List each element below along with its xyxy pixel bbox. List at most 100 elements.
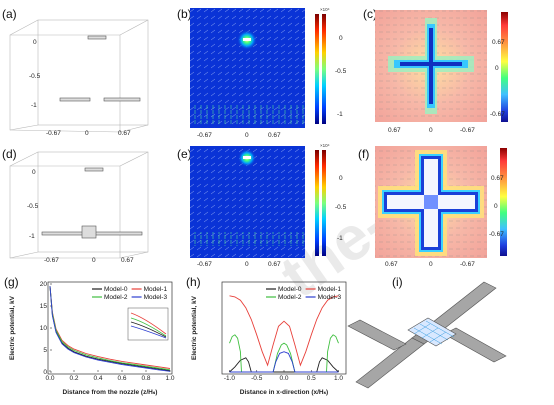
h-xtick-label: -1.0 bbox=[224, 375, 236, 382]
g-ytick-label: 20 bbox=[40, 281, 48, 288]
panel-b-nozzle bbox=[243, 38, 251, 41]
panel-e-tick-x1: 0 bbox=[245, 261, 249, 268]
panel-b-tick-y2: -1 bbox=[337, 111, 343, 118]
panel-b-tick-y1: -0.5 bbox=[335, 68, 347, 75]
panel-e-bottom-field bbox=[190, 232, 305, 246]
panel-c-label: (c) bbox=[363, 7, 377, 21]
panel-f: (f) 0.67 0 -0.67 0.67 0 -0.67 bbox=[358, 146, 507, 268]
panel-f-tick-x1: 0 bbox=[429, 261, 433, 268]
panel-f-tick-y0: 0.67 bbox=[491, 175, 504, 182]
g-series-model-3 bbox=[49, 286, 171, 372]
panel-d-tick-z0: 0 bbox=[32, 169, 36, 176]
panel-a-electrodes bbox=[59, 35, 141, 102]
g-legend-label: Model-2 bbox=[104, 294, 128, 301]
chart-g-frame bbox=[47, 281, 173, 375]
panel-c-tick-x2: -0.67 bbox=[460, 127, 475, 134]
g-xtick-label: 0.8 bbox=[141, 375, 150, 382]
panel-c-tick-y1: 0 bbox=[495, 65, 499, 72]
panel-c-tick-x1: 0 bbox=[429, 127, 433, 134]
g-legend-label: Model-1 bbox=[144, 286, 168, 293]
panel-a-tick-x0: -0.67 bbox=[46, 130, 61, 137]
panel-b-colorbar bbox=[315, 14, 319, 124]
g-series-model-2 bbox=[49, 286, 171, 371]
panel-d-tick-x2: 0.67 bbox=[121, 257, 134, 264]
g-legend-label: Model-0 bbox=[104, 286, 128, 293]
panel-b-tick-x2: 0.67 bbox=[268, 132, 281, 139]
panel-i-mesh bbox=[413, 320, 455, 345]
panel-b: (b) ×10⁴ 0 -0.5 -1 -0.67 0 0.67 bbox=[177, 7, 347, 139]
chart-g-series bbox=[49, 286, 171, 372]
panel-a-tick-z1: -0.5 bbox=[29, 73, 41, 80]
panel-b-tick-y0: 0 bbox=[339, 35, 343, 42]
h-legend-label: Model-2 bbox=[278, 294, 302, 301]
panel-i: (i) bbox=[347, 275, 507, 389]
h-legend-label: Model-1 bbox=[318, 286, 342, 293]
panel-e-nozzle bbox=[243, 156, 251, 159]
h-series-model-0 bbox=[229, 357, 339, 373]
panel-e-tick-x2: 0.67 bbox=[268, 261, 281, 268]
panel-c-cross bbox=[388, 18, 474, 114]
g-xtick-label: 0.6 bbox=[117, 375, 126, 382]
panel-b-tick-x0: -0.67 bbox=[197, 132, 212, 139]
panel-e-tick-y1: -0.5 bbox=[335, 204, 347, 211]
panel-d: (d) 0 -0.5 -1 -0.67 0 0.67 bbox=[2, 147, 149, 264]
chart-h-series bbox=[229, 295, 339, 373]
h-series-model-2 bbox=[229, 334, 339, 373]
chart-g-xlabel: Distance from the nozzle (z/Hₛ) bbox=[63, 389, 158, 396]
panel-e-colorbar-2 bbox=[322, 150, 326, 256]
chart-h-frame bbox=[221, 281, 347, 375]
chart-g-inset bbox=[127, 307, 169, 341]
panel-c: (c) 0.67 0 -0.67 0.67 0 -0.67 bbox=[363, 7, 508, 134]
h-series-model-3 bbox=[229, 351, 339, 373]
panel-c-colorbar bbox=[501, 12, 508, 122]
h-xtick-label: 0.0 bbox=[279, 375, 288, 382]
g-ytick-label: 10 bbox=[40, 325, 48, 332]
g-ytick-label: 15 bbox=[40, 303, 48, 310]
panel-f-tick-y2: -0.67 bbox=[489, 231, 504, 238]
panel-f-cross bbox=[378, 150, 484, 256]
chart-h-xlabel: Distance in x-direction (x/Hₛ) bbox=[240, 389, 328, 396]
g-xtick-label: 1.0 bbox=[165, 375, 174, 382]
panel-a-tick-z0: 0 bbox=[33, 39, 37, 46]
g-xtick-label: 0.0 bbox=[45, 375, 54, 382]
h-legend-label: Model-3 bbox=[318, 294, 342, 301]
panel-e-colorbar-exp: ×10⁴ bbox=[320, 143, 330, 148]
g-series-model-1 bbox=[49, 286, 171, 369]
panel-b-colorbar-2 bbox=[322, 14, 326, 124]
g-xtick-label: 0.2 bbox=[69, 375, 78, 382]
panel-d-tick-z2: -1 bbox=[29, 233, 35, 240]
panel-c-tick-y0: 0.67 bbox=[492, 39, 505, 46]
panel-a-box bbox=[9, 19, 149, 133]
panel-d-box bbox=[9, 151, 149, 259]
panel-b-tick-x1: 0 bbox=[245, 132, 249, 139]
panel-a: (a) 0 -0.5 -1 -0.67 0 0.67 bbox=[2, 7, 149, 137]
panel-e: (e) ×10⁴ 0 -0.5 -1 -0.67 0 0.67 bbox=[177, 143, 347, 268]
panel-e-tick-y0: 0 bbox=[339, 175, 343, 182]
panel-a-tick-x2: 0.67 bbox=[118, 130, 131, 137]
panel-e-tick-x0: -0.67 bbox=[197, 261, 212, 268]
g-ytick-label: 5 bbox=[43, 347, 47, 354]
panel-e-tick-y2: -1 bbox=[337, 235, 343, 242]
h-series-model-1 bbox=[229, 295, 339, 367]
panel-f-tick-x0: 0.67 bbox=[385, 261, 398, 268]
panel-d-tick-x0: -0.67 bbox=[44, 257, 59, 264]
panel-c-tick-y2: -0.67 bbox=[490, 111, 505, 118]
panel-b-colorbar-exp: ×10⁴ bbox=[320, 7, 330, 12]
panel-a-tick-x1: 0 bbox=[85, 130, 89, 137]
panel-c-tick-x0: 0.67 bbox=[388, 127, 401, 134]
panel-f-tick-y1: 0 bbox=[494, 203, 498, 210]
chart-h-legend: Model-0 Model-1 Model-2 Model-3 bbox=[266, 286, 341, 301]
chart-g-legend: Model-0 Model-1 Model-2 Model-3 bbox=[92, 286, 167, 301]
panel-d-electrodes bbox=[41, 167, 143, 239]
g-xtick-label: 0.4 bbox=[93, 375, 102, 382]
chart-g-label: (g) bbox=[4, 275, 19, 289]
chart-g: (g) Electric potential, kV Distance from… bbox=[4, 275, 175, 396]
panel-e-colorbar bbox=[315, 150, 319, 256]
chart-g-ylabel: Electric potential, kV bbox=[9, 295, 16, 360]
chart-h-label: (h) bbox=[186, 275, 201, 289]
h-legend-label: Model-0 bbox=[278, 286, 302, 293]
panel-a-label: (a) bbox=[2, 7, 17, 21]
panel-b-bottom-field bbox=[190, 105, 305, 125]
panel-f-label: (f) bbox=[358, 147, 369, 161]
